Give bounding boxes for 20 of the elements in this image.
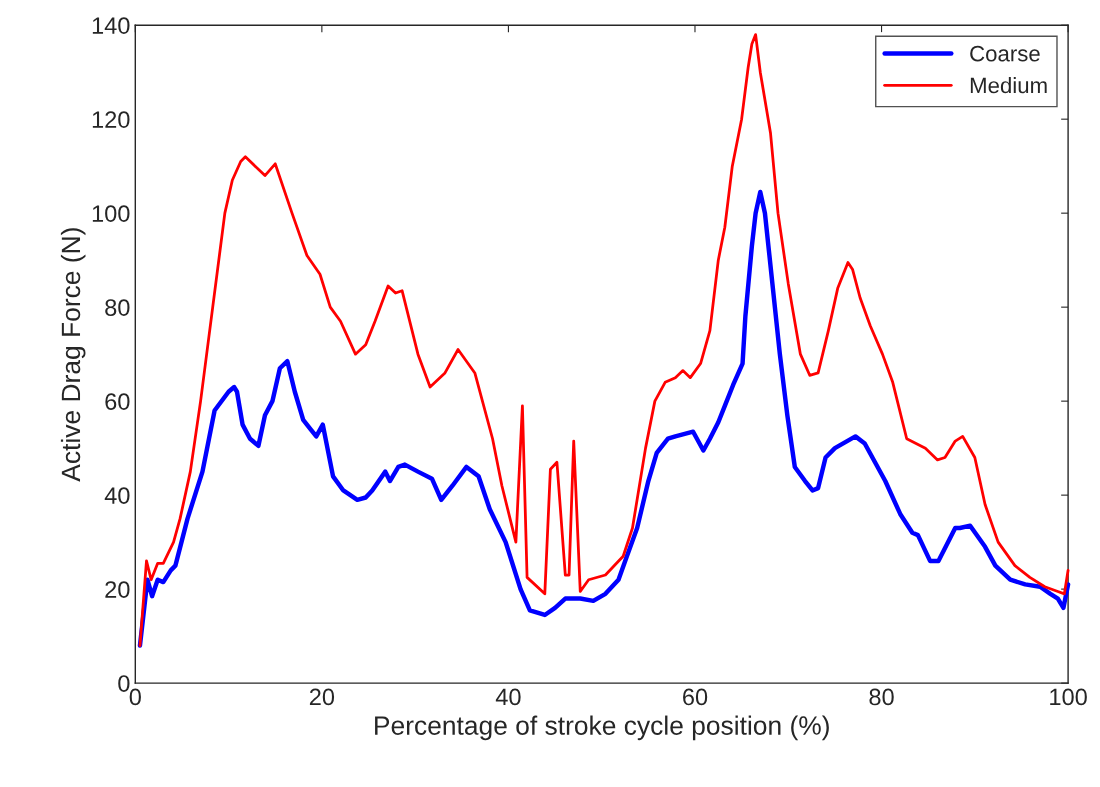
legend-label: Medium bbox=[970, 77, 1047, 94]
line-series bbox=[138, 33, 1070, 647]
x-tick-label: 0 bbox=[129, 688, 141, 706]
y-tick-label: 40 bbox=[104, 487, 130, 504]
x-tick-label: 80 bbox=[869, 688, 894, 706]
x-tick-label: 20 bbox=[309, 688, 335, 706]
y-tick-label: 100 bbox=[92, 205, 130, 222]
y-tick-label: 80 bbox=[105, 299, 130, 316]
line-series bbox=[137, 189, 1071, 648]
y-tick-label: 20 bbox=[105, 581, 130, 598]
x-tick-label: 100 bbox=[1050, 688, 1087, 706]
y-axis-title: Active Drag Force (N) bbox=[60, 228, 86, 482]
x-axis-title: Percentage of stroke cycle position (%) bbox=[375, 715, 829, 741]
y-tick-label: 120 bbox=[92, 111, 130, 128]
x-tick-label: 40 bbox=[495, 688, 521, 706]
y-tick-label: 60 bbox=[105, 393, 130, 410]
legend-label: Coarse bbox=[970, 45, 1040, 62]
y-tick-label: 0 bbox=[118, 675, 130, 692]
y-tick-label: 140 bbox=[92, 17, 130, 34]
x-tick-label: 60 bbox=[683, 688, 708, 706]
